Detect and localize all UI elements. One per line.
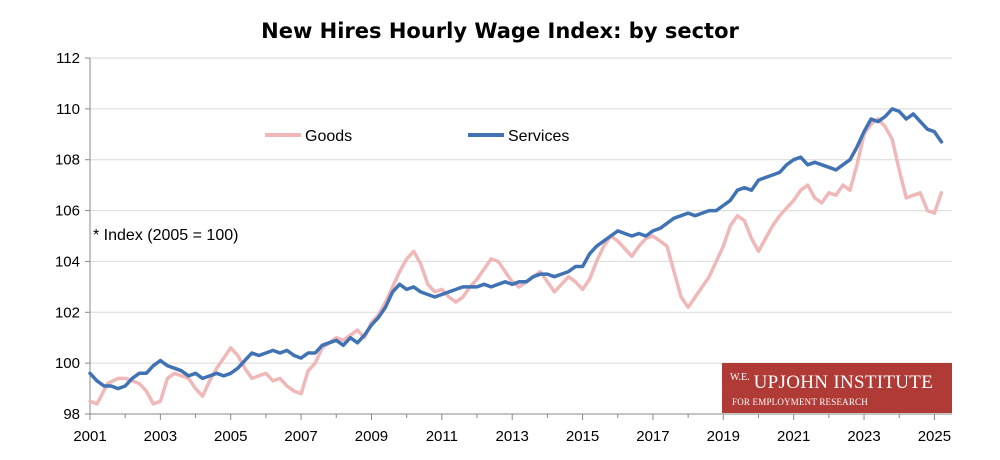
legend-label-services: Services bbox=[508, 128, 569, 145]
x-tick-label: 2003 bbox=[144, 428, 177, 445]
x-tick-label: 2017 bbox=[636, 428, 669, 445]
y-tick-label: 108 bbox=[55, 152, 80, 169]
y-tick-label: 112 bbox=[56, 50, 80, 67]
y-tick-label: 110 bbox=[56, 101, 80, 118]
logo-prefix: W.E. bbox=[730, 372, 750, 383]
series-line-goods bbox=[88, 117, 944, 406]
x-tick-label: 2021 bbox=[777, 428, 810, 445]
x-tick-label: 2025 bbox=[918, 428, 951, 445]
logo-name: UPJOHN INSTITUTE bbox=[753, 372, 934, 393]
legend: Goods Services bbox=[265, 128, 569, 145]
y-tick-label: 100 bbox=[55, 355, 80, 372]
x-tick-label: 2011 bbox=[426, 428, 458, 445]
x-tick-label: 2007 bbox=[284, 428, 317, 445]
y-tick-label: 104 bbox=[55, 253, 80, 270]
series-lines bbox=[88, 107, 944, 406]
legend-label-goods: Goods bbox=[305, 128, 352, 145]
index-note: * Index (2005 = 100) bbox=[93, 227, 238, 244]
upjohn-institute-logo: W.E. UPJOHN INSTITUTE FOR EMPLOYMENT RES… bbox=[722, 363, 952, 413]
x-tick-label: 2019 bbox=[707, 428, 740, 445]
x-tick-label: 2005 bbox=[214, 428, 247, 445]
gridlines bbox=[90, 57, 952, 364]
x-tick-label: 2001 bbox=[73, 428, 106, 445]
x-tick-label: 2023 bbox=[847, 428, 880, 445]
chart-title: New Hires Hourly Wage Index: by sector bbox=[261, 19, 739, 43]
logo-subtitle: FOR EMPLOYMENT RESEARCH bbox=[732, 397, 868, 407]
x-axis: 2001 2003 2005 2007 2009 2011 2013 2015 2017 2019… bbox=[73, 413, 952, 445]
x-tick-label: 2015 bbox=[566, 428, 599, 445]
series-line-services bbox=[88, 107, 944, 391]
x-tick-label: 2009 bbox=[355, 428, 388, 445]
y-axis: 98 100 102 104 106 108 110 112 bbox=[55, 50, 91, 423]
y-tick-label: 106 bbox=[55, 203, 80, 220]
y-tick-label: 98 bbox=[63, 406, 80, 423]
x-tick-label: 2013 bbox=[496, 428, 529, 445]
y-tick-label: 102 bbox=[55, 304, 80, 321]
